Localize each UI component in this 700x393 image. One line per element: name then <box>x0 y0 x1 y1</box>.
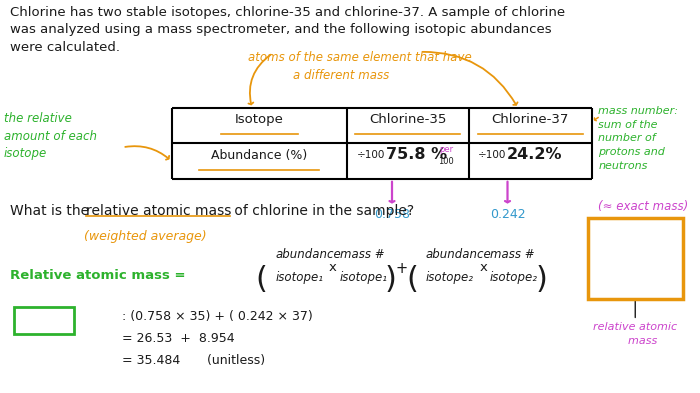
Text: isotope₁: isotope₁ <box>275 271 323 284</box>
Text: abundance: abundance <box>426 248 491 261</box>
Text: relative atomic mass: relative atomic mass <box>86 204 232 219</box>
Text: 10.81: 10.81 <box>620 277 650 287</box>
Text: of chlorine in the sample?: of chlorine in the sample? <box>230 204 414 219</box>
Text: 0.758: 0.758 <box>374 208 410 221</box>
Text: Abundance (%): Abundance (%) <box>211 149 307 162</box>
Text: mass #: mass # <box>340 248 384 261</box>
Text: ): ) <box>536 265 547 294</box>
Text: isotope₁: isotope₁ <box>340 271 388 284</box>
Text: Isotope: Isotope <box>234 113 284 127</box>
Text: the relative
amount of each
isotope: the relative amount of each isotope <box>4 112 97 160</box>
Text: B: B <box>624 246 647 275</box>
Text: (: ( <box>406 265 418 294</box>
Text: ÷100: ÷100 <box>357 150 386 160</box>
Text: (: ( <box>256 265 267 294</box>
Text: : (0.758 × 35) + ( 0.242 × 37): : (0.758 × 35) + ( 0.242 × 37) <box>122 310 314 323</box>
Text: mass number:
sum of the
number of
protons and
neutrons: mass number: sum of the number of proton… <box>598 106 678 171</box>
Text: abundance: abundance <box>275 248 341 261</box>
Text: atoms of the same element that have
            a different mass: atoms of the same element that have a di… <box>248 51 473 82</box>
Text: 35.5: 35.5 <box>22 309 65 327</box>
Text: 0.242: 0.242 <box>490 208 525 221</box>
Text: relative atomic
    mass: relative atomic mass <box>593 322 678 346</box>
Text: Chlorine has two stable isotopes, chlorine-35 and chlorine-37. A sample of chlor: Chlorine has two stable isotopes, chlori… <box>10 6 566 54</box>
Text: = 35.484: = 35.484 <box>122 354 181 367</box>
Text: Chlorine-35: Chlorine-35 <box>369 113 447 127</box>
Text: (unitless): (unitless) <box>199 354 265 367</box>
Text: (≈ exact mass): (≈ exact mass) <box>598 200 689 213</box>
FancyBboxPatch shape <box>14 307 74 334</box>
Text: 100: 100 <box>438 157 454 165</box>
Text: per: per <box>440 145 454 154</box>
Text: x: x <box>329 261 337 274</box>
Text: mass #: mass # <box>490 248 535 261</box>
Text: 24.2%: 24.2% <box>507 147 562 162</box>
Text: (weighted average): (weighted average) <box>84 230 206 243</box>
Text: x: x <box>480 261 487 274</box>
Text: What is the: What is the <box>10 204 94 219</box>
Text: ÷100: ÷100 <box>477 150 506 160</box>
Text: 5: 5 <box>632 224 638 234</box>
Text: = 26.53  +  8.954: = 26.53 + 8.954 <box>122 332 235 345</box>
Text: ): ) <box>385 265 397 294</box>
Text: isotope₂: isotope₂ <box>490 271 538 284</box>
Text: +: + <box>395 261 407 276</box>
Text: isotope₂: isotope₂ <box>426 271 474 284</box>
Text: Relative atomic mass =: Relative atomic mass = <box>10 269 186 282</box>
Text: 75.8 %: 75.8 % <box>386 147 447 162</box>
Text: Chlorine-37: Chlorine-37 <box>491 113 569 127</box>
FancyBboxPatch shape <box>588 218 682 299</box>
